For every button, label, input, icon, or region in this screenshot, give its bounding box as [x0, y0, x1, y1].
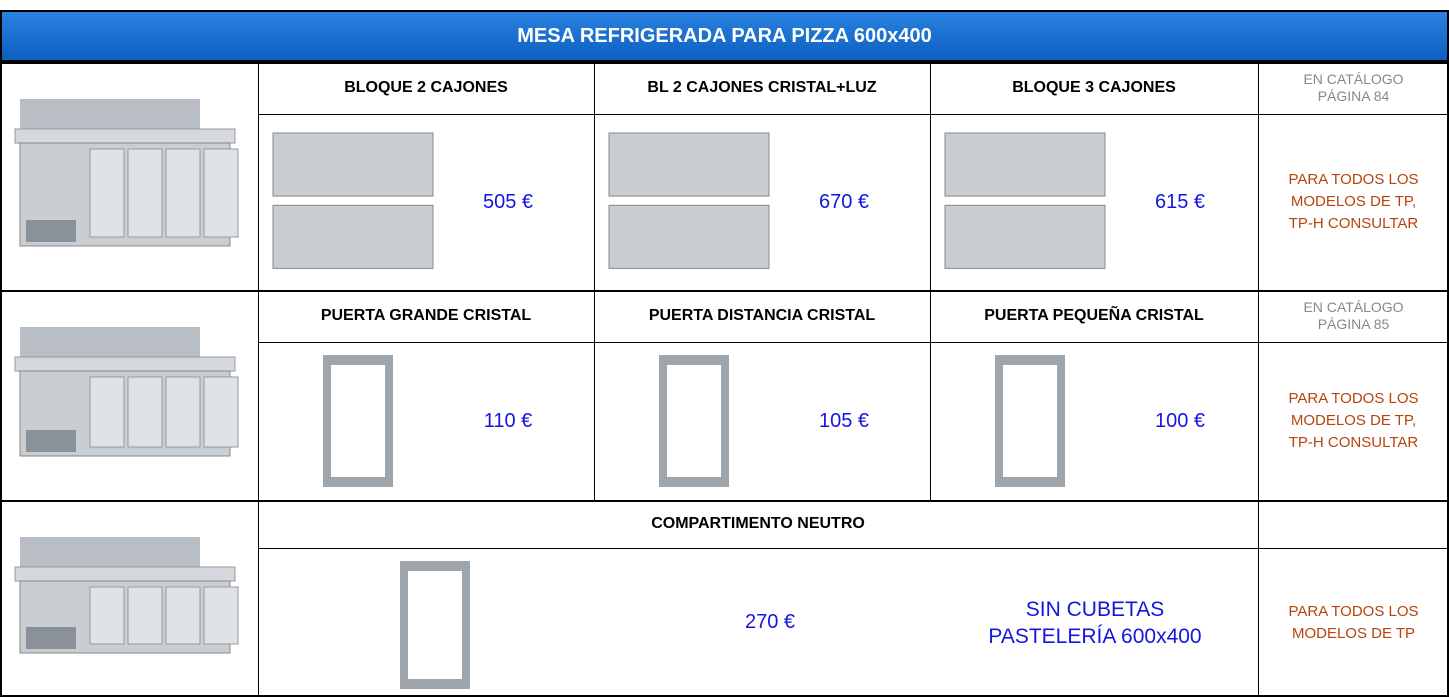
border	[1258, 114, 1449, 115]
product-image	[14, 537, 239, 654]
border	[0, 500, 1449, 502]
border	[258, 290, 259, 500]
product-image	[14, 99, 239, 247]
border	[930, 62, 931, 290]
option-remark-line: SIN CUBETAS	[1025, 597, 1165, 621]
note-line: MODELOS DE TP,	[1290, 412, 1417, 429]
border	[1258, 290, 1259, 500]
border	[1258, 548, 1449, 549]
border	[0, 10, 2, 697]
note: PARA TODOS LOS MODELOS DE TP, TP-H CONSULT…	[1258, 342, 1449, 500]
option-price: 105 €	[818, 409, 870, 432]
catalog-ref: EN CATÁLOGO PÁGINA 84	[1258, 62, 1449, 114]
border	[0, 62, 1449, 64]
table-title: MESA REFRIGERADA PARA PIZZA 600x400	[0, 10, 1449, 62]
option-price: 615 €	[1154, 190, 1206, 213]
border	[258, 342, 1258, 343]
option-name: BLOQUE 3 CAJONES	[1012, 79, 1176, 96]
product-image	[400, 561, 470, 689]
border	[258, 62, 259, 290]
option-price: 110 €	[483, 409, 533, 432]
border	[0, 695, 1449, 697]
option-name: BL 2 CAJONES CRISTAL+LUZ	[647, 79, 877, 96]
option-name: COMPARTIMENTO NEUTRO	[651, 515, 865, 532]
note-line: MODELOS DE TP	[1291, 624, 1416, 642]
note-line: TP-H CONSULTAR	[1288, 215, 1419, 232]
product-image	[944, 132, 1106, 269]
option-name: PUERTA GRANDE CRISTAL	[320, 307, 532, 324]
option-price: 100 €	[1154, 409, 1206, 432]
note: PARA TODOS LOS MODELOS DE TP, TP-H CONSULT…	[1258, 114, 1449, 290]
catalog-ref: EN CATÁLOGO PÁGINA 85	[1258, 290, 1449, 342]
option-name: PUERTA PEQUEÑA CRISTAL	[984, 307, 1204, 324]
note-line: PARA TODOS LOS	[1288, 390, 1419, 407]
option-price: 270 €	[744, 611, 796, 633]
option-price: 505 €	[482, 190, 534, 213]
border	[930, 290, 931, 500]
option-name: PUERTA DISTANCIA CRISTAL	[648, 307, 876, 324]
border	[258, 114, 1258, 115]
border	[1258, 500, 1259, 697]
note-line: PARA TODOS LOS	[1288, 602, 1419, 620]
option-price: 670 €	[818, 190, 870, 213]
product-image	[659, 355, 729, 487]
note-line: PARA TODOS LOS	[1288, 171, 1419, 188]
border	[0, 290, 1449, 292]
border	[1258, 62, 1259, 290]
option-remark: SIN CUBETAS PASTELERÍA 600x400	[940, 548, 1250, 697]
border	[258, 500, 259, 697]
catalog-ref-line: EN CATÁLOGO	[1303, 299, 1404, 315]
border	[1258, 342, 1449, 343]
catalog-ref-line: PÁGINA 84	[1317, 88, 1390, 104]
option-remark-line: PASTELERÍA 600x400	[988, 624, 1202, 648]
border	[594, 290, 595, 500]
product-image	[323, 355, 393, 487]
note: PARA TODOS LOS MODELOS DE TP	[1258, 548, 1449, 697]
border	[594, 62, 595, 290]
note-line: MODELOS DE TP,	[1290, 193, 1417, 210]
catalog-ref-line: PÁGINA 85	[1317, 316, 1390, 332]
product-image	[14, 327, 239, 457]
product-image	[272, 132, 434, 269]
border	[1447, 10, 1449, 697]
note-line: TP-H CONSULTAR	[1288, 434, 1419, 451]
border	[258, 548, 1258, 549]
product-image	[995, 355, 1065, 487]
option-name: BLOQUE 2 CAJONES	[344, 79, 508, 96]
catalog-ref-line: EN CATÁLOGO	[1303, 71, 1404, 87]
product-image	[608, 132, 770, 269]
